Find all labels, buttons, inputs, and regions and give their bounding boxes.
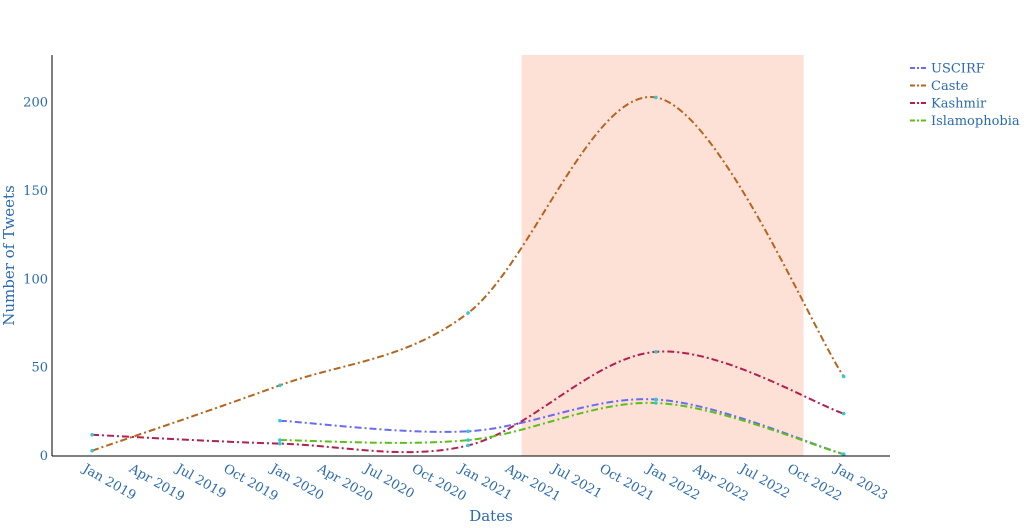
- data-point-kashmir: [278, 441, 282, 446]
- data-point-caste: [90, 448, 94, 453]
- axes-layer: [51, 55, 890, 457]
- legend-label-caste: Caste: [931, 79, 969, 94]
- data-point-uscirf: [654, 397, 658, 402]
- legend-label-kashmir: Kashmir: [931, 97, 987, 112]
- data-point-kashmir: [654, 349, 658, 354]
- data-point-kashmir: [841, 411, 846, 416]
- series-line-islamophobia: [279, 401, 844, 456]
- data-point-islamophobia: [654, 401, 658, 405]
- data-point-islamophobia: [466, 438, 470, 442]
- y-tick-label: 100: [23, 272, 48, 287]
- highlight-band: [521, 55, 804, 456]
- data-point-kashmir: [90, 433, 94, 437]
- y-tick-label: 50: [31, 361, 48, 376]
- data-point-islamophobia: [841, 452, 846, 457]
- data-point-uscirf: [466, 429, 470, 434]
- data-point-kashmir: [466, 443, 470, 448]
- series-line-uscirf: [279, 398, 844, 456]
- y-tick-labels: 0 50 100 150 200: [23, 96, 48, 464]
- data-point-caste: [841, 374, 846, 379]
- x-axis-title: Dates: [469, 507, 513, 525]
- data-point-uscirf: [278, 418, 282, 423]
- series-line-caste: [91, 96, 845, 452]
- y-tick-label: 0: [40, 449, 48, 464]
- data-point-islamophobia: [278, 438, 282, 442]
- legend: USCIRF Caste Kashmir Islamophobia: [910, 62, 1020, 129]
- data-point-caste: [654, 95, 658, 100]
- legend-label-uscirf: USCIRF: [931, 62, 985, 77]
- x-tick-label: Jan 2019: [78, 460, 138, 503]
- data-point-caste: [278, 383, 282, 388]
- legend-label-islamophobia: Islamophobia: [931, 114, 1020, 129]
- y-tick-label: 200: [23, 96, 48, 111]
- y-axis-title: Number of Tweets: [0, 185, 18, 326]
- series-layer: [90, 95, 846, 457]
- y-tick-label: 150: [23, 184, 48, 199]
- data-point-caste: [466, 311, 470, 315]
